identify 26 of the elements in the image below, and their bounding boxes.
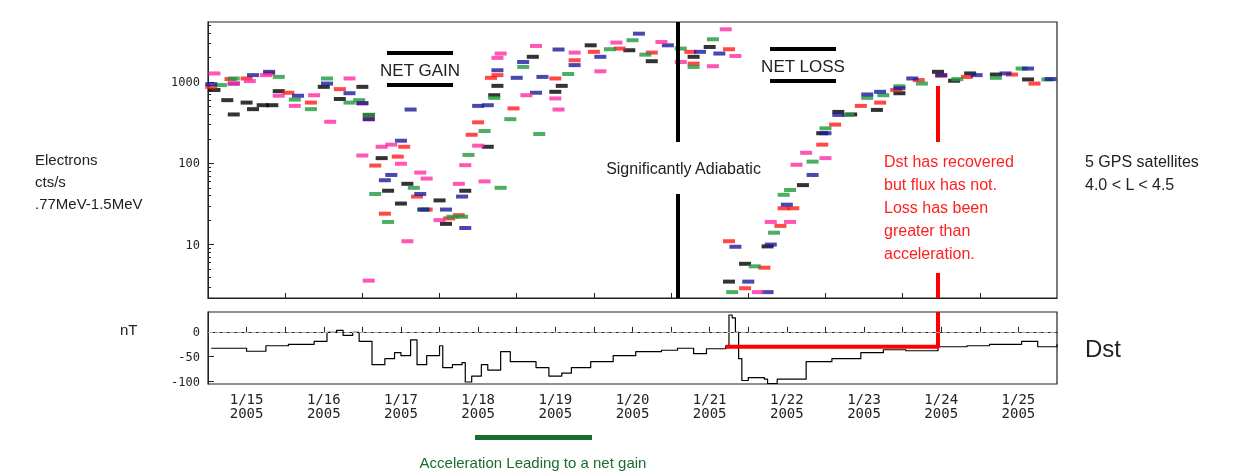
x-tick-label: 1/21 2005 bbox=[692, 391, 727, 421]
y-tick-label: 100 bbox=[178, 156, 200, 171]
x-tick-label: 1/17 2005 bbox=[384, 391, 418, 421]
y-tick-label: 1000 bbox=[171, 75, 200, 90]
x-tick-label: 1/16 2005 bbox=[306, 391, 341, 421]
x-tick-label: 1/20 2005 bbox=[615, 391, 650, 421]
x-tick-label: 1/15 2005 bbox=[229, 391, 264, 421]
y-tick-label: 10 bbox=[185, 237, 200, 252]
annotation: NET LOSS bbox=[761, 56, 845, 76]
ref-line-label: Significantly Adiabatic bbox=[606, 159, 761, 177]
y-tick-label: -100 bbox=[171, 374, 200, 389]
text: Acceleration Leading to a net gain bbox=[419, 453, 647, 471]
x-tick-label: 1/19 2005 bbox=[538, 391, 573, 421]
x-tick-label: 1/18 2005 bbox=[461, 391, 495, 421]
y-tick-label: 0 bbox=[192, 324, 200, 339]
text: Dst bbox=[1085, 334, 1122, 362]
y-axis-title: Electrons cts/s .77MeV-1.5MeV bbox=[35, 150, 143, 212]
annotation: Dst has recovered but flux has not. Loss has been greater than acceleration. bbox=[884, 153, 1014, 262]
y-tick-label: -50 bbox=[178, 349, 200, 364]
x-tick-label: 1/23 2005 bbox=[847, 391, 881, 421]
text: 5 GPS satellites 4.0 < L < 4.5 bbox=[1085, 153, 1199, 193]
x-tick-label: 1/24 2005 bbox=[924, 391, 959, 421]
annotation: NET GAIN bbox=[380, 60, 460, 80]
y-axis-title: nT bbox=[120, 320, 138, 338]
x-tick-label: 1/25 2005 bbox=[1001, 391, 1036, 421]
x-tick-label: 1/22 2005 bbox=[770, 391, 804, 421]
